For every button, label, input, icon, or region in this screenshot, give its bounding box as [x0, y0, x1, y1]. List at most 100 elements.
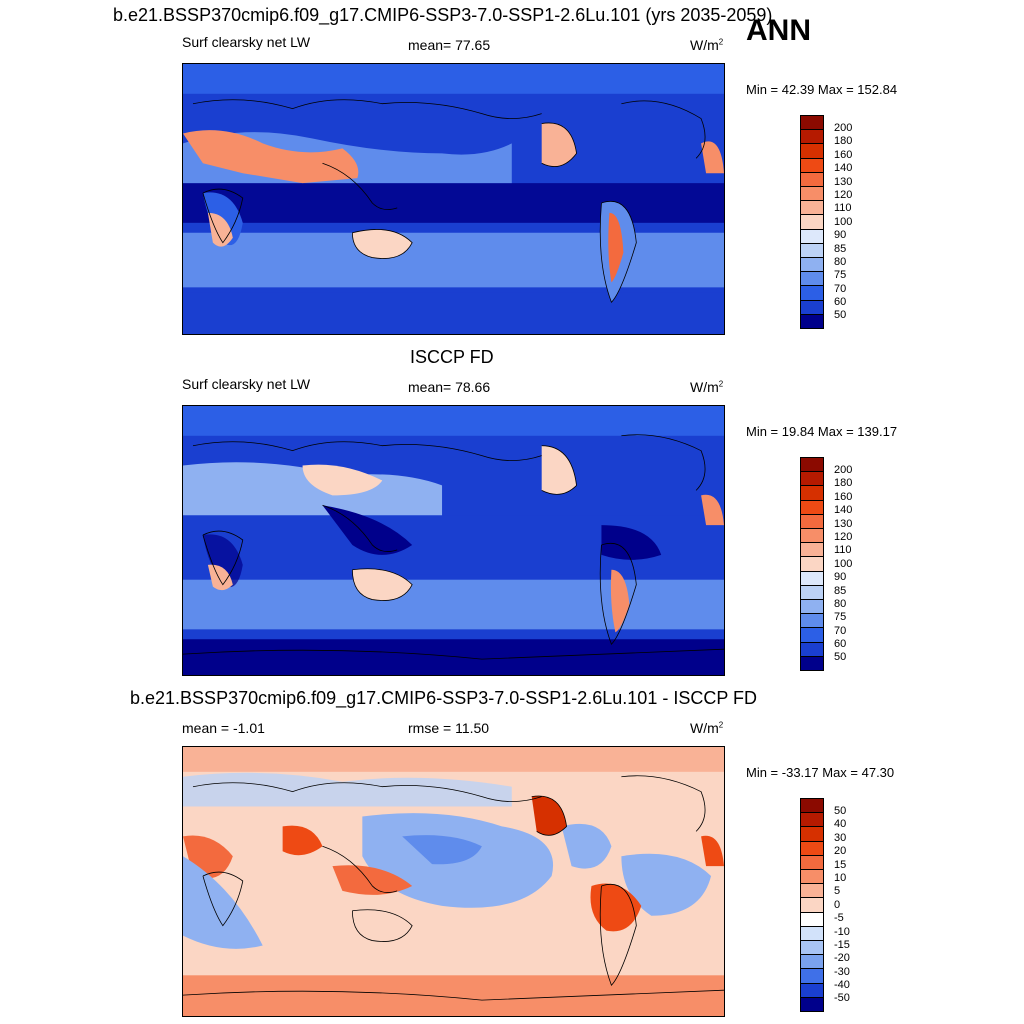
panel3-minmax: Min = -33.17 Max = 47.30: [746, 765, 895, 780]
panel1-colorbar-swatch: [801, 286, 823, 301]
panel3-mean-label: mean = -1.01: [182, 720, 265, 736]
panel3-colorbar-swatch: [801, 870, 823, 885]
panel2-colorbar-swatch: [801, 557, 823, 572]
panel2-colorbar-swatch: [801, 458, 823, 473]
panel3-colorbar-swatch: [801, 855, 823, 871]
colorbar-tick-label: -20: [834, 952, 850, 965]
panel1-colorbar-swatch: [801, 144, 823, 159]
panel3-colorbar-swatch: [801, 983, 823, 998]
panel1-units: W/m2: [690, 37, 724, 53]
colorbar-tick-label: 85: [834, 242, 847, 255]
panel2-colorbar: [800, 457, 824, 671]
panel2-colorbar-swatch: [801, 614, 823, 629]
colorbar-tick-label: 10: [834, 871, 847, 884]
panel3-colorbar: [800, 798, 824, 1012]
colorbar-tick-label: 40: [834, 818, 847, 831]
panel3-colorbar-labels: 50 40 30 20 15 10 5 0 -5 -10 -15 -20 -30…: [834, 805, 850, 1006]
panel2-colorbar-swatch: [801, 486, 823, 501]
panel3-colorbar-swatch: [801, 827, 823, 842]
colorbar-tick-label: 50: [834, 651, 847, 664]
panel2-colorbar-swatch: [801, 656, 823, 671]
colorbar-tick-label: 130: [834, 517, 853, 530]
panel2-colorbar-swatch: [801, 472, 823, 487]
colorbar-tick-label: 90: [834, 571, 847, 584]
panel2-minmax: Min = 19.84 Max = 139.17: [746, 424, 898, 439]
panel1-colorbar-swatch: [801, 201, 823, 216]
colorbar-tick-label: 50: [834, 805, 847, 817]
colorbar-tick-label: 180: [834, 135, 853, 148]
panel1-colorbar-swatch: [801, 300, 823, 315]
colorbar-tick-label: 85: [834, 584, 847, 597]
panel1-minmax: Min = 42.39 Max = 152.84: [746, 82, 898, 97]
panel2-colorbar-swatch: [801, 514, 823, 530]
panel2-variable-label: Surf clearsky net LW: [182, 376, 311, 392]
panel1-colorbar-swatch: [801, 229, 823, 244]
panel1-colorbar-swatch: [801, 116, 823, 131]
colorbar-tick-label: 160: [834, 490, 853, 503]
colorbar-tick-label: 15: [834, 858, 847, 871]
panel1-colorbar-swatch: [801, 272, 823, 287]
colorbar-tick-label: 130: [834, 175, 853, 188]
panel3-colorbar-swatch: [801, 969, 823, 984]
panel1-map: [182, 63, 725, 335]
panel1-colorbar-swatch: [801, 258, 823, 273]
panel3-colorbar-swatch: [801, 912, 823, 927]
colorbar-tick-label: 70: [834, 624, 847, 637]
colorbar-tick-label: 200: [834, 464, 853, 476]
panel3-colorbar-swatch: [801, 799, 823, 814]
panel3-rmse-label: rmse = 11.50: [408, 720, 490, 736]
colorbar-tick-label: 50: [834, 309, 847, 322]
colorbar-tick-label: 30: [834, 831, 847, 844]
panel2-colorbar-swatch: [801, 585, 823, 601]
panel3-colorbar-swatch: [801, 841, 823, 856]
panel1-colorbar-swatch: [801, 158, 823, 173]
colorbar-tick-label: 20: [834, 845, 847, 858]
panel3-colorbar-swatch: [801, 941, 823, 956]
colorbar-tick-label: 140: [834, 162, 853, 175]
panel2-colorbar-labels: 200 180 160 140 130 120 110 100 90 85 80…: [834, 464, 852, 665]
panel3-colorbar-swatch: [801, 926, 823, 942]
panel3-colorbar-swatch: [801, 813, 823, 828]
colorbar-tick-label: 70: [834, 282, 847, 295]
panel1-colorbar-swatch: [801, 314, 823, 329]
panel2-colorbar-swatch: [801, 500, 823, 515]
panel3-units: W/m2: [690, 720, 724, 736]
colorbar-tick-label: 0: [834, 898, 841, 911]
panel2-colorbar-swatch: [801, 571, 823, 586]
panel3-map: [182, 746, 725, 1017]
panel3-title: b.e21.BSSP370cmip6.f09_g17.CMIP6-SSP3-7.…: [130, 688, 758, 708]
colorbar-tick-label: 110: [834, 544, 852, 557]
panel2-colorbar-swatch: [801, 543, 823, 558]
panel2-colorbar-swatch: [801, 600, 823, 615]
colorbar-tick-label: -15: [834, 938, 850, 951]
colorbar-tick-label: 120: [834, 188, 853, 201]
colorbar-tick-label: -40: [834, 979, 850, 992]
colorbar-tick-label: 80: [834, 597, 847, 610]
panel3-colorbar-swatch: [801, 997, 823, 1012]
colorbar-tick-label: -5: [834, 912, 844, 925]
colorbar-tick-label: 120: [834, 530, 853, 543]
colorbar-tick-label: 100: [834, 215, 853, 228]
colorbar-tick-label: 5: [834, 885, 841, 898]
colorbar-tick-label: 80: [834, 255, 847, 268]
panel2-map: [182, 405, 725, 676]
panel1-colorbar-swatch: [801, 130, 823, 145]
colorbar-tick-label: -30: [834, 965, 850, 978]
panel2-units: W/m2: [690, 379, 724, 395]
panel1-colorbar-labels: 200 180 160 140 130 120 110 100 90 85 80…: [834, 122, 852, 323]
panel2-colorbar-swatch: [801, 642, 823, 657]
panel1-colorbar: [800, 115, 824, 329]
panel2-colorbar-swatch: [801, 628, 823, 643]
panel1-colorbar-swatch: [801, 215, 823, 230]
colorbar-tick-label: 200: [834, 122, 853, 134]
panel3-colorbar-swatch: [801, 884, 823, 899]
panel1-colorbar-swatch: [801, 243, 823, 259]
panel2-title: ISCCP FD: [410, 347, 494, 367]
panel1-colorbar-swatch: [801, 187, 823, 202]
panel3-colorbar-swatch: [801, 955, 823, 970]
panel1-colorbar-swatch: [801, 172, 823, 188]
colorbar-tick-label: 90: [834, 229, 847, 242]
colorbar-tick-label: 100: [834, 557, 853, 570]
colorbar-tick-label: 60: [834, 296, 847, 309]
colorbar-tick-label: 60: [834, 638, 847, 651]
